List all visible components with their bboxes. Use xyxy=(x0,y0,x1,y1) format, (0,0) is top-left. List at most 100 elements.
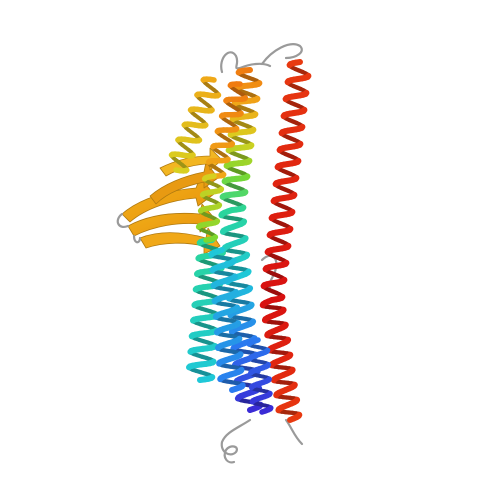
bottom-left-loop-coil xyxy=(220,418,252,464)
helix-ribbon-segment xyxy=(229,385,240,393)
helix-ribbon-segment xyxy=(273,391,280,399)
helix-ribbon-segment xyxy=(248,383,255,391)
helix-ribbon-segment xyxy=(275,406,282,414)
helix-ribbon-segment xyxy=(217,375,224,383)
sheet-turn-coil xyxy=(116,212,142,244)
helix-ribbon-segment xyxy=(230,344,238,352)
alpha-helix xyxy=(259,297,303,423)
helix-ribbon-segment xyxy=(259,301,267,309)
helix-ribbon-segment xyxy=(268,361,276,369)
alpha-helix xyxy=(168,76,222,174)
alpha-helix xyxy=(195,173,225,243)
helix-ribbon-segment xyxy=(227,81,234,89)
helix-ribbon-segment xyxy=(270,197,278,205)
helix-ribbon-segment xyxy=(187,347,195,355)
bottom-right-loop-coil xyxy=(284,418,304,446)
helix-ribbon-segment xyxy=(173,167,183,174)
alpha-helix xyxy=(208,247,246,393)
helix-ribbon-segment xyxy=(187,106,195,113)
helix-ribbon-segment xyxy=(199,191,207,198)
helix-ribbon-segment xyxy=(229,115,237,123)
helix-ribbon-segment xyxy=(246,340,253,347)
helix-ribbon-segment xyxy=(282,95,290,103)
alpha-helix xyxy=(205,81,249,179)
helix-ribbon-segment xyxy=(218,211,226,219)
alpha-helix xyxy=(219,67,263,213)
helix-ribbon-segment xyxy=(261,316,269,324)
helix-ribbon-segment xyxy=(278,129,286,137)
helix-ribbon-segment xyxy=(284,78,292,86)
helix-ribbon-segment xyxy=(194,91,201,98)
helix-ribbon-segment xyxy=(197,376,208,383)
helix-ribbon-segment xyxy=(221,244,229,252)
helix-ribbon-segment xyxy=(208,250,216,258)
helix-ribbon-segment xyxy=(227,311,235,319)
helix-ribbon-segment xyxy=(249,398,256,405)
helix-ribbon-segment xyxy=(248,369,255,376)
helix-ribbon-segment xyxy=(219,193,227,200)
helix-ribbon-segment xyxy=(259,408,269,415)
helix-ribbon-segment xyxy=(280,112,288,120)
helix-ribbon-segment xyxy=(215,344,222,351)
helix-ribbon-segment xyxy=(264,248,272,256)
helix-ribbon-segment xyxy=(212,312,220,320)
helix-ribbon-segment xyxy=(231,361,239,369)
top-loop-coil xyxy=(220,51,272,74)
helix-ribbon-segment xyxy=(197,207,205,214)
helix-ribbon-segment xyxy=(219,227,227,235)
alpha-helix xyxy=(260,59,312,303)
helix-ribbon-segment xyxy=(211,297,219,305)
helix-ribbon-segment xyxy=(272,180,280,188)
helix-ribbon-segment xyxy=(210,281,218,289)
helix-ribbon-segment xyxy=(247,354,254,362)
helix-ribbon-segment xyxy=(233,84,241,91)
helix-ribbon-segment xyxy=(216,359,223,367)
helix-ribbon-segment xyxy=(188,332,196,340)
helix-ribbon-segment xyxy=(286,61,294,69)
helix-ribbon-segment xyxy=(213,328,221,336)
helix-ribbon-segment xyxy=(192,285,200,293)
helix-group xyxy=(168,59,312,423)
helix-ribbon-segment xyxy=(287,415,297,423)
helix-ribbon-segment xyxy=(266,231,274,239)
helix-ribbon-segment xyxy=(209,266,217,274)
helix-ribbon-segment xyxy=(186,363,193,371)
helix-ribbon-segment xyxy=(218,112,226,119)
alpha-helix xyxy=(186,237,226,383)
helix-ribbon-segment xyxy=(223,162,231,169)
helix-ribbon-segment xyxy=(214,127,221,135)
helix-ribbon-segment xyxy=(270,376,278,384)
helix-ribbon-segment xyxy=(227,130,235,138)
helix-ribbon-segment xyxy=(190,316,197,324)
helix-ribbon-segment xyxy=(195,254,203,262)
helix-ribbon-segment xyxy=(228,327,236,335)
helix-ribbon-segment xyxy=(181,121,189,128)
helix-ribbon-segment xyxy=(194,270,201,277)
helix-ribbon-segment xyxy=(264,331,271,339)
helix-ribbon-segment xyxy=(234,394,242,402)
helix-ribbon-segment xyxy=(205,158,213,165)
helix-ribbon-segment xyxy=(175,136,182,143)
beta-strand xyxy=(139,227,221,255)
helix-ribbon-segment xyxy=(231,99,239,107)
helix-ribbon-segment xyxy=(276,146,284,154)
helix-ribbon-segment xyxy=(221,177,229,185)
helix-ribbon-segment xyxy=(268,214,276,222)
helix-ribbon-segment xyxy=(274,163,282,171)
helix-ribbon-segment xyxy=(191,301,199,309)
helix-ribbon-segment xyxy=(200,76,208,83)
helix-ribbon-segment xyxy=(195,223,203,230)
helix-ribbon-segment xyxy=(223,97,230,104)
alpha-helix xyxy=(246,337,274,415)
helix-ribbon-segment xyxy=(260,282,268,290)
helix-ribbon-segment xyxy=(196,239,204,246)
helix-ribbon-segment xyxy=(247,405,258,413)
helix-ribbon-segment xyxy=(203,236,213,243)
helix-ribbon-segment xyxy=(201,175,209,182)
helix-ribbon-segment xyxy=(168,151,176,158)
helix-ribbon-segment xyxy=(235,68,243,76)
helix-ribbon-segment xyxy=(225,146,233,154)
helix-ribbon-segment xyxy=(262,265,270,273)
helix-ribbon-segment xyxy=(210,143,217,150)
top-right-loop-coil xyxy=(260,43,303,66)
